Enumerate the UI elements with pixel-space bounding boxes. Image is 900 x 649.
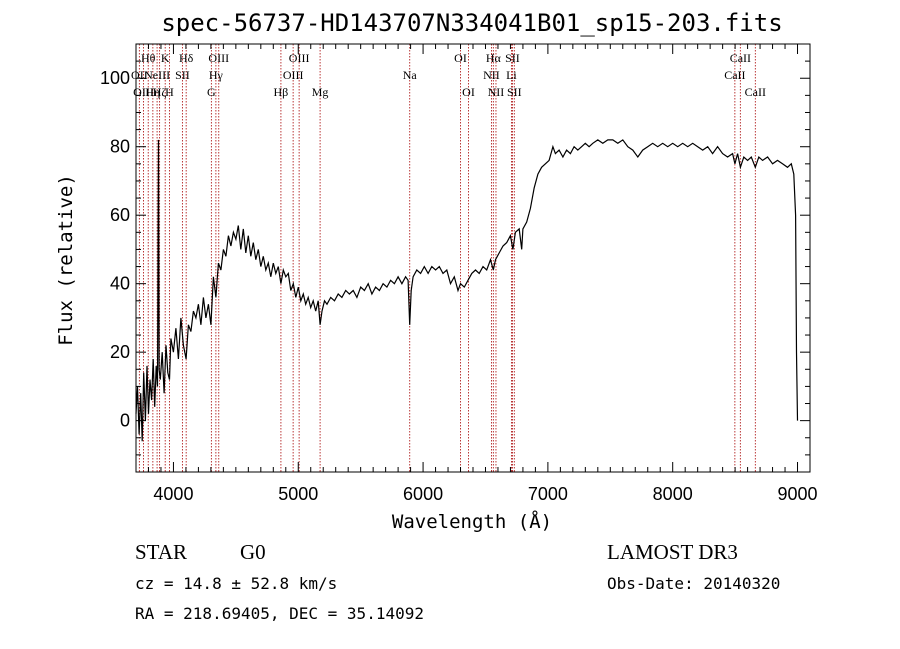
object-class: STAR <box>135 540 187 564</box>
y-tick-label: 100 <box>100 68 130 88</box>
x-tick-label: 6000 <box>403 484 443 504</box>
line-label: G <box>207 85 216 99</box>
chart-title: spec-56737-HD143707N334041B01_sp15-203.f… <box>161 9 782 37</box>
object-subclass: G0 <box>240 540 266 564</box>
emission-line-markers <box>138 44 756 472</box>
y-tick-label: 60 <box>110 205 130 225</box>
line-label: Na <box>403 68 418 82</box>
line-label: NII <box>488 85 505 99</box>
line-label: Hγ <box>209 68 224 82</box>
observation-date: Obs-Date: 20140320 <box>607 574 780 593</box>
line-label: CaII <box>745 85 766 99</box>
line-label: Hθ <box>141 51 156 65</box>
line-label: NeIII <box>144 68 170 82</box>
line-label: OIII <box>283 68 304 82</box>
x-tick-label: 8000 <box>653 484 693 504</box>
x-tick-label: 4000 <box>153 484 193 504</box>
x-axis-label: Wavelength (Å) <box>392 510 552 533</box>
y-tick-label: 0 <box>120 411 130 431</box>
line-label: K <box>161 51 170 65</box>
coordinates-readout: RA = 218.69405, DEC = 35.14092 <box>135 604 424 623</box>
line-label: OIII <box>289 51 310 65</box>
y-axis: 0 20 40 60 80 100 <box>100 43 810 456</box>
line-label: CaII <box>724 68 745 82</box>
line-label: Hη <box>145 85 160 99</box>
line-label: H <box>165 85 174 99</box>
line-label: Hζ <box>153 85 167 99</box>
line-label: Li <box>506 68 517 82</box>
line-label: SII <box>175 68 190 82</box>
line-label: CaII <box>730 51 751 65</box>
spectrum-line <box>135 139 799 442</box>
line-label: Hα <box>486 51 502 65</box>
x-axis: 4000 5000 6000 7000 8000 9000 <box>135 44 818 504</box>
y-tick-label: 80 <box>110 137 130 157</box>
x-tick-label: 7000 <box>528 484 568 504</box>
line-label: SII <box>505 51 520 65</box>
plot-frame <box>135 43 811 473</box>
x-tick-label: 9000 <box>777 484 817 504</box>
y-tick-label: 20 <box>110 342 130 362</box>
line-label: SII <box>507 85 522 99</box>
line-label: Hβ <box>274 85 289 99</box>
survey-name: LAMOST DR3 <box>607 540 738 564</box>
line-label: Hδ <box>179 51 194 65</box>
line-label: Mg <box>312 85 329 99</box>
emission-line-labels: OIIOIIIHθHηNeIIIHζKHSIIHδGHγOIIIHβOIIIOI… <box>131 51 766 99</box>
redshift-readout: cz = 14.8 ± 52.8 km/s <box>135 574 337 593</box>
line-label: NII <box>483 68 500 82</box>
y-tick-label: 40 <box>110 274 130 294</box>
line-label: OI <box>454 51 467 65</box>
y-axis-label: Flux (relative) <box>55 174 77 346</box>
line-label: OI <box>462 85 475 99</box>
x-tick-label: 5000 <box>278 484 318 504</box>
line-label: OIII <box>208 51 229 65</box>
